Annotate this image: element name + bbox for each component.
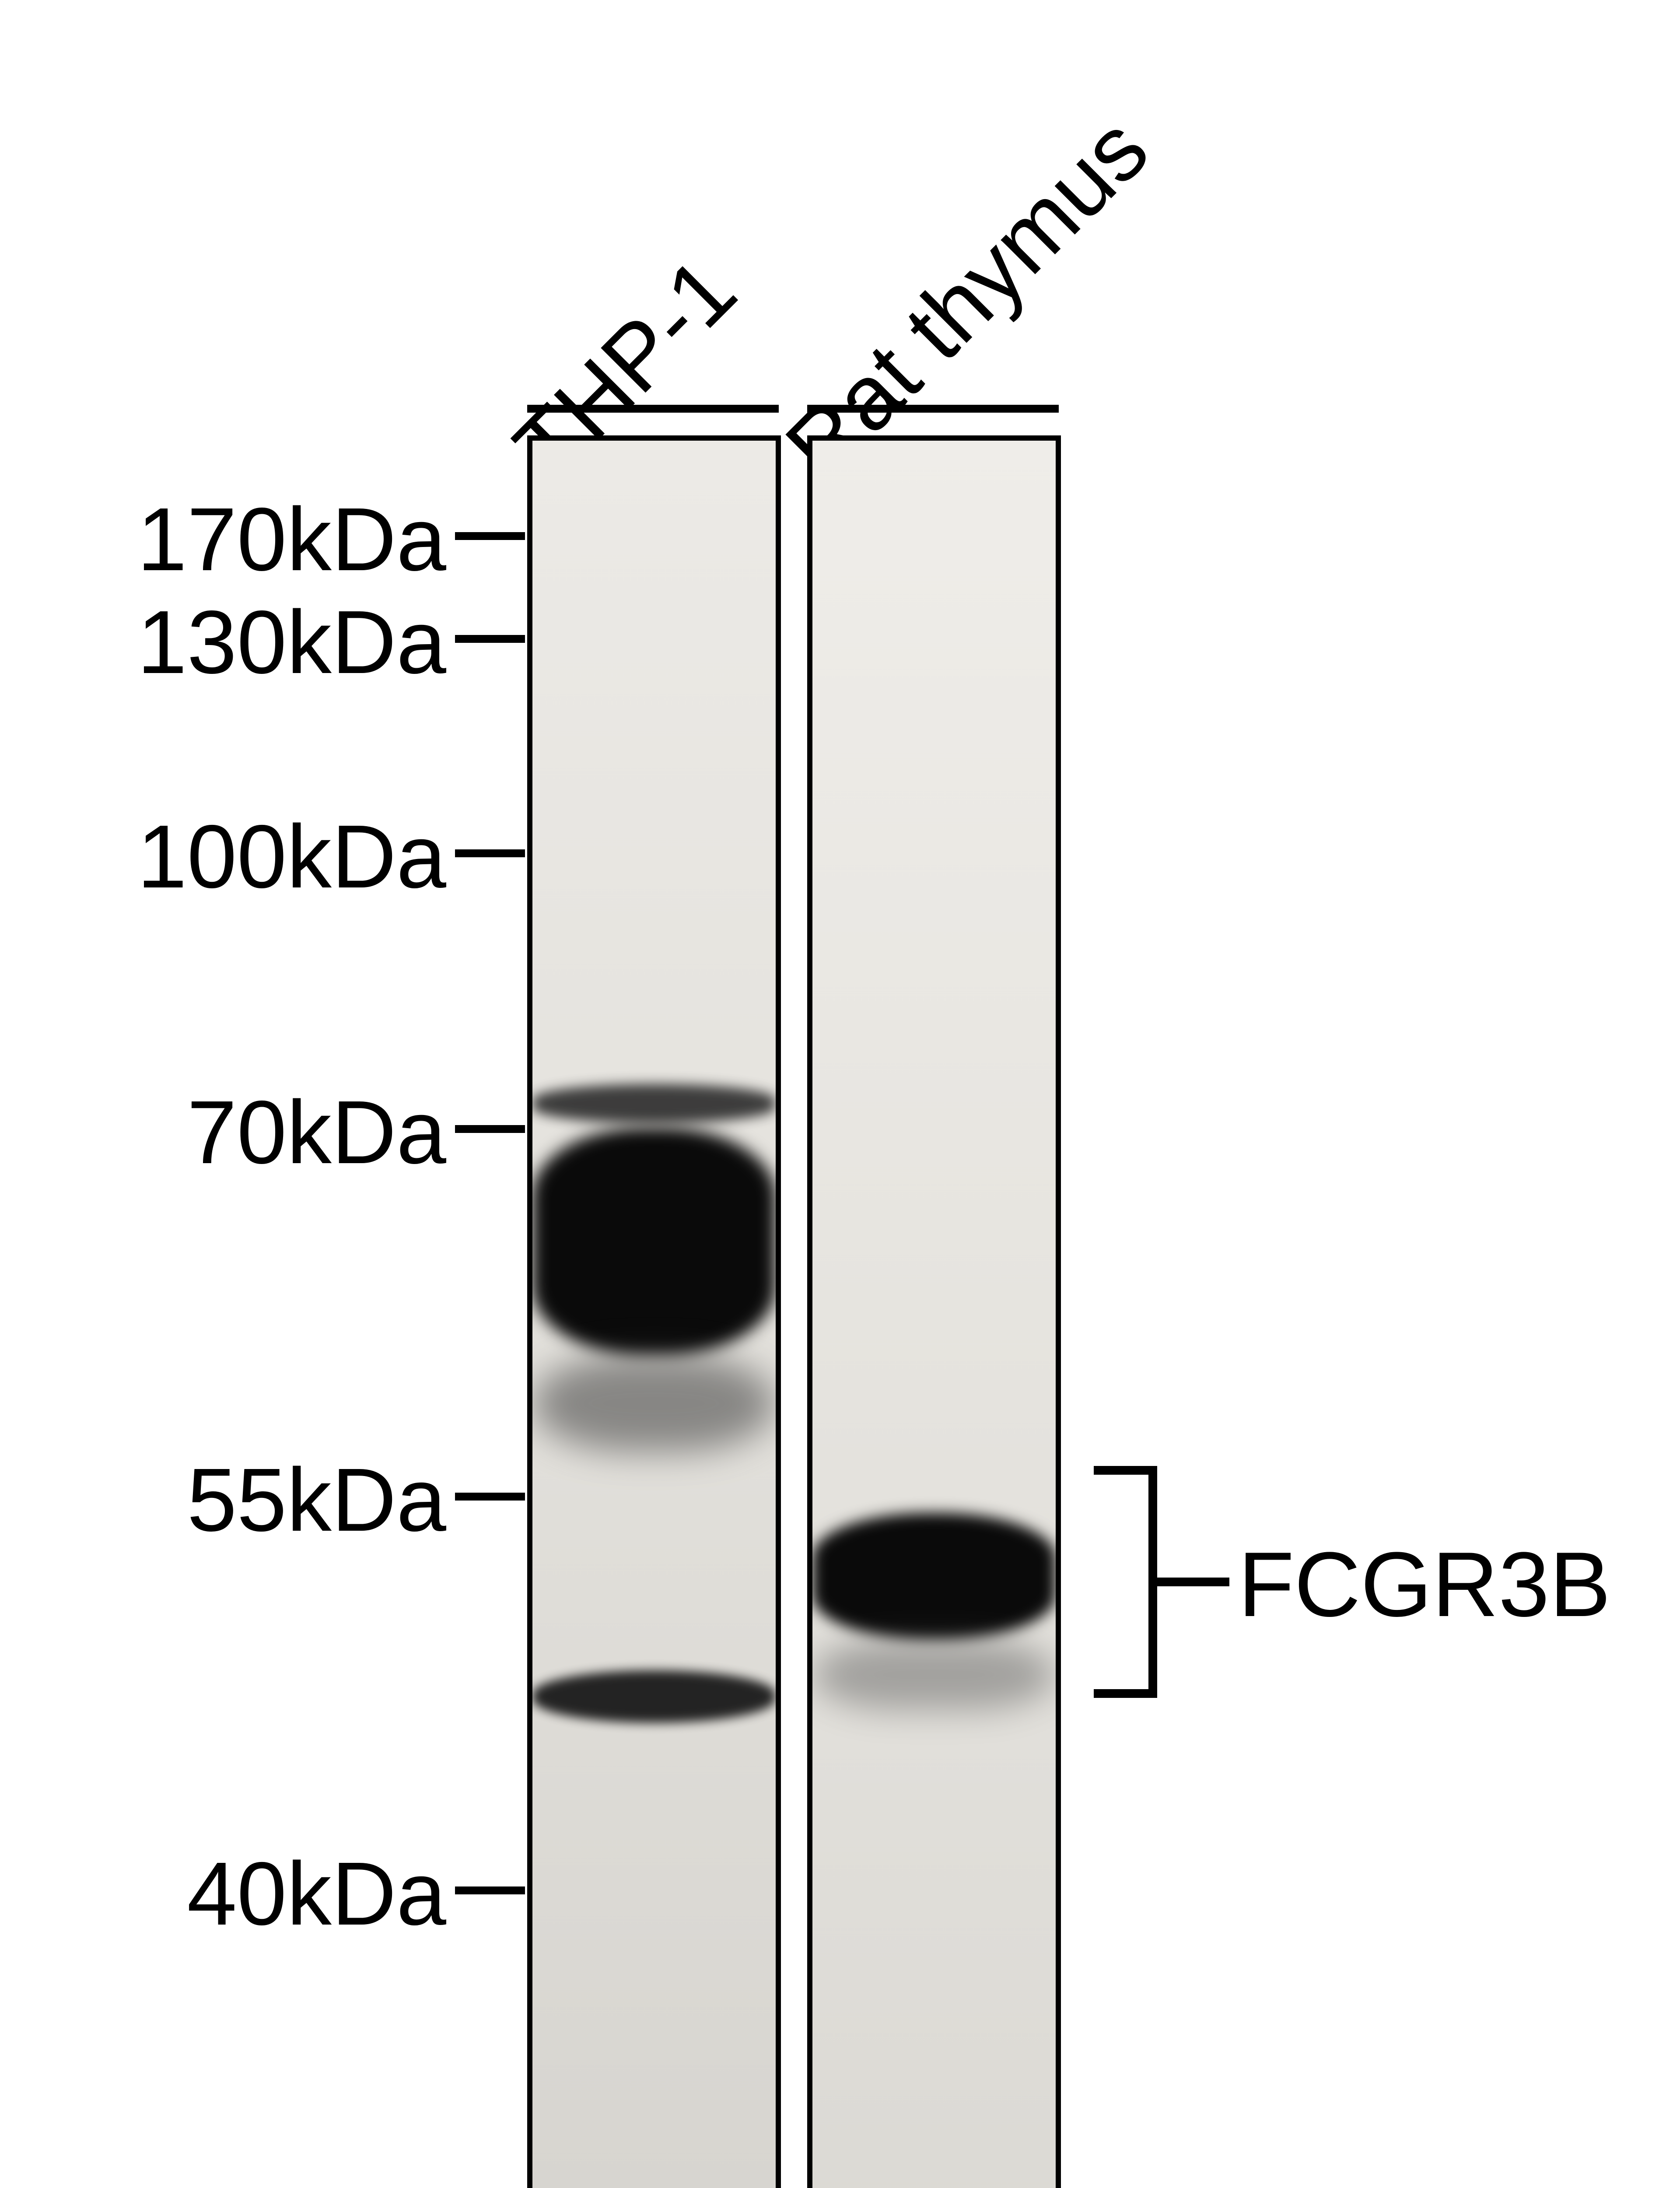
mw-label-100: 100kDa	[137, 805, 446, 908]
rat-band-tail	[812, 1640, 1056, 1710]
bracket-top-arm	[1094, 1466, 1148, 1475]
bracket-bottom-arm	[1094, 1689, 1148, 1698]
lane-2-rat-thymus	[807, 435, 1061, 2188]
mw-label-70: 70kDa	[187, 1081, 446, 1184]
lane-1-thp1	[527, 435, 781, 2188]
western-blot-figure: THP-1 Rat thymus 170kDa 130kDa 100kDa 70…	[0, 0, 1680, 2188]
mw-tick-40	[455, 1886, 525, 1894]
thp1-band-lower	[532, 1670, 776, 1723]
mw-label-130: 130kDa	[137, 591, 446, 694]
mw-tick-55	[455, 1493, 525, 1501]
target-protein-label: FCGR3B	[1238, 1532, 1611, 1637]
bracket-stem	[1157, 1578, 1229, 1586]
mw-label-40: 40kDa	[187, 1842, 446, 1946]
thp1-band-main	[532, 1128, 776, 1355]
mw-tick-130	[455, 635, 525, 643]
mw-tick-100	[455, 849, 525, 857]
lane-1-underline	[527, 405, 779, 413]
thp1-band-tail	[532, 1355, 776, 1452]
rat-band-main	[812, 1513, 1056, 1640]
mw-label-170: 170kDa	[137, 488, 446, 591]
mw-tick-70	[455, 1125, 525, 1133]
bracket-vertical	[1148, 1466, 1157, 1698]
mw-tick-170	[455, 532, 525, 540]
thp1-band-upper-thin	[532, 1084, 776, 1123]
mw-label-55: 55kDa	[187, 1448, 446, 1552]
lane-2-underline	[807, 405, 1059, 413]
